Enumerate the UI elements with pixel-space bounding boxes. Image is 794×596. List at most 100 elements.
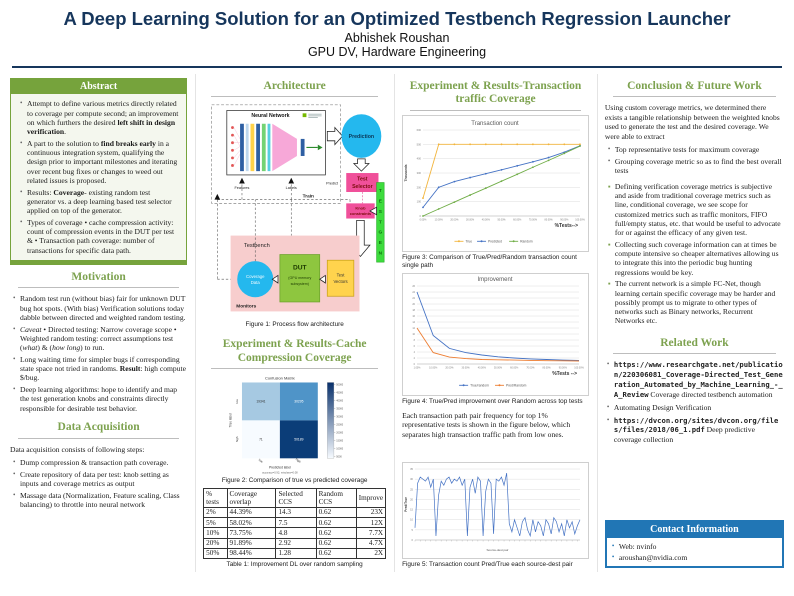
- svg-text:200: 200: [417, 185, 422, 189]
- svg-text:80.00%: 80.00%: [545, 218, 554, 221]
- list-item: Deep learning algorithms: hope to identi…: [13, 385, 187, 413]
- test-vectors-box: [327, 260, 355, 298]
- list-item: Collecting such coverage information can…: [608, 240, 784, 277]
- svg-text:22: 22: [412, 297, 415, 300]
- svg-text:10000: 10000: [336, 447, 343, 450]
- svg-text:70.00%: 70.00%: [526, 366, 535, 369]
- test-selector-label-2: Selector: [352, 185, 373, 191]
- nn-output-arrow-icon: [317, 145, 323, 151]
- conclusion-intro: Using custom coverage metrics, we determ…: [604, 103, 780, 141]
- vectors-to-dut-arrow-icon: [319, 275, 326, 285]
- svg-text:18: 18: [412, 309, 415, 312]
- architecture-diagram: Neural Network: [211, 104, 385, 312]
- reference-desc: Automating Design Verification: [613, 402, 712, 412]
- svg-text:30: 30: [410, 477, 413, 481]
- transaction-count-chart: 0 100 200 300 400 500 600 0.00% 10.00% 20.00% 30.0…: [404, 121, 586, 244]
- dut-to-coverage-arrow-icon: [271, 275, 279, 285]
- svg-text:Random: Random: [520, 239, 533, 243]
- motivation-list: Random test run (without bias) fair for …: [10, 294, 187, 415]
- list-item: Caveat • Directed testing: Narrow covera…: [13, 325, 187, 353]
- dut-sub-1: (GPU memory: [288, 277, 311, 281]
- poster-title: A Deep Learning Solution for an Optimize…: [63, 8, 731, 29]
- cache-section-header: Experiment & Results-Cache Compression C…: [222, 338, 367, 364]
- transaction-paragraph: Each transaction path pair frequency for…: [402, 410, 571, 439]
- svg-text:%Tests-->: %Tests-->: [555, 223, 578, 229]
- list-item: A part to the solution to find breaks ea…: [20, 139, 180, 185]
- list-item: Dump compression & transaction path cove…: [13, 458, 187, 467]
- svg-text:10.00%: 10.00%: [435, 218, 444, 221]
- cm-title: Confusion Matrix: [265, 376, 295, 381]
- related-work-item: https://dvcon.org/sites/dvcon.org/files/…: [607, 415, 784, 446]
- abstract-header: Abstract: [11, 79, 187, 95]
- svg-text:Thousands: Thousands: [404, 164, 408, 181]
- svg-text:100.00%: 100.00%: [575, 218, 585, 221]
- contact-header: Contact Information: [606, 521, 782, 538]
- svg-text:0: 0: [414, 363, 416, 366]
- table-cell: 7.5: [275, 517, 317, 529]
- list-item: Types of coverage • cache compression ac…: [20, 218, 180, 255]
- svg-text:100: 100: [417, 199, 422, 203]
- figure5-box: 0 5 10 15 20 25 30 35 Pred/True Source-dest pair: [402, 462, 589, 560]
- source-dest-chart: 0 5 10 15 20 25 30 35 Pred/True Source-dest pair: [404, 467, 581, 552]
- figure4-box: 0 2 4 6 8 10 12 14 16 18 20 22 24 26 1.00% 10.00% 20.00%…: [402, 272, 589, 396]
- cm-xsub: accuracy=0.92; misclass=0.08: [262, 470, 298, 474]
- table-cell: 7.7X: [355, 527, 387, 539]
- masthead: A Deep Learning Solution for an Optimize…: [0, 0, 794, 59]
- reference-link[interactable]: https://dvcon.org/sites/dvcon.org/files/…: [613, 415, 779, 435]
- cm-value-br: 50189: [294, 437, 303, 441]
- nn-input-nodes: [231, 126, 235, 168]
- table-header-cell: % tests: [203, 488, 228, 508]
- reference-link[interactable]: https://www.researchgate.net/publication…: [613, 360, 783, 399]
- table-header-cell: Coverage overlap: [226, 488, 277, 508]
- table-cell: 2.92: [275, 537, 317, 549]
- svg-text:T: T: [379, 188, 382, 194]
- list-item: Attempt to define various metrics direct…: [20, 99, 180, 136]
- list-item: Random test run (without bias) fair for …: [13, 294, 187, 322]
- coverage-data-label-2: Data: [251, 280, 261, 285]
- table-cell: 0.62: [315, 537, 357, 549]
- figure2-caption: Figure 2: Comparison of true vs predicte…: [221, 477, 368, 485]
- svg-text:35: 35: [410, 467, 413, 471]
- table-cell: 4.7X: [355, 537, 387, 549]
- dut-box: [279, 254, 321, 303]
- table-row: 5% 58.02% 7.5 0.62 12X: [203, 517, 387, 529]
- svg-text:60.00%: 60.00%: [510, 366, 519, 369]
- test-vectors-label-2: Vectors: [334, 279, 348, 284]
- nn-layers: [240, 124, 323, 172]
- svg-text:N: N: [379, 251, 383, 257]
- contact-item: Web: nvinfo: [612, 542, 778, 551]
- svg-text:%Tests -->: %Tests -->: [552, 371, 577, 377]
- svg-text:20: 20: [410, 498, 413, 502]
- list-item: Massage data (Normalization, Feature sca…: [13, 491, 187, 510]
- svg-text:20.00%: 20.00%: [445, 366, 454, 369]
- svg-text:5: 5: [412, 528, 414, 532]
- testgen-box: [376, 182, 385, 263]
- related-work-rule: [612, 353, 776, 355]
- testbench-label: Testbench: [244, 243, 270, 249]
- list-item: The current network is a simple FC-Net, …: [608, 279, 784, 325]
- reference-desc: Deep predictive coverage collection: [613, 425, 755, 445]
- conclusion-header: Conclusion & Future Work: [627, 80, 762, 93]
- list-item: Results: Coverage- existing random test …: [20, 188, 180, 216]
- svg-text:5000: 5000: [336, 455, 342, 458]
- svg-text:50.00%: 50.00%: [494, 366, 503, 369]
- cm-value-bl: 71: [259, 437, 263, 441]
- table-cell: 1.28: [275, 547, 317, 560]
- table-caption: Table 1: Improvement DL over random samp…: [226, 561, 363, 569]
- figure4-caption: Figure 4: True/Pred improvement over Ran…: [402, 397, 583, 405]
- data-acquisition-header: Data Acquisition: [57, 421, 140, 434]
- svg-text:20: 20: [412, 303, 415, 306]
- svg-text:300: 300: [417, 171, 422, 175]
- data-acquisition-rule: [18, 437, 180, 439]
- knob-label-1: Knob: [356, 206, 367, 211]
- table-cell: 0.62: [315, 506, 357, 519]
- svg-text:Source-dest pair: Source-dest pair: [487, 548, 509, 552]
- list-item: Create repository of data per test: knob…: [13, 470, 187, 489]
- cache-section-rule: [211, 367, 379, 369]
- column-1: Abstract Attempt to define various metri…: [10, 74, 188, 572]
- svg-text:Pred/True: Pred/True: [404, 497, 408, 512]
- svg-text:40.00%: 40.00%: [482, 218, 491, 221]
- related-work-header: Related Work: [660, 337, 729, 350]
- motivation-header: Motivation: [71, 271, 126, 284]
